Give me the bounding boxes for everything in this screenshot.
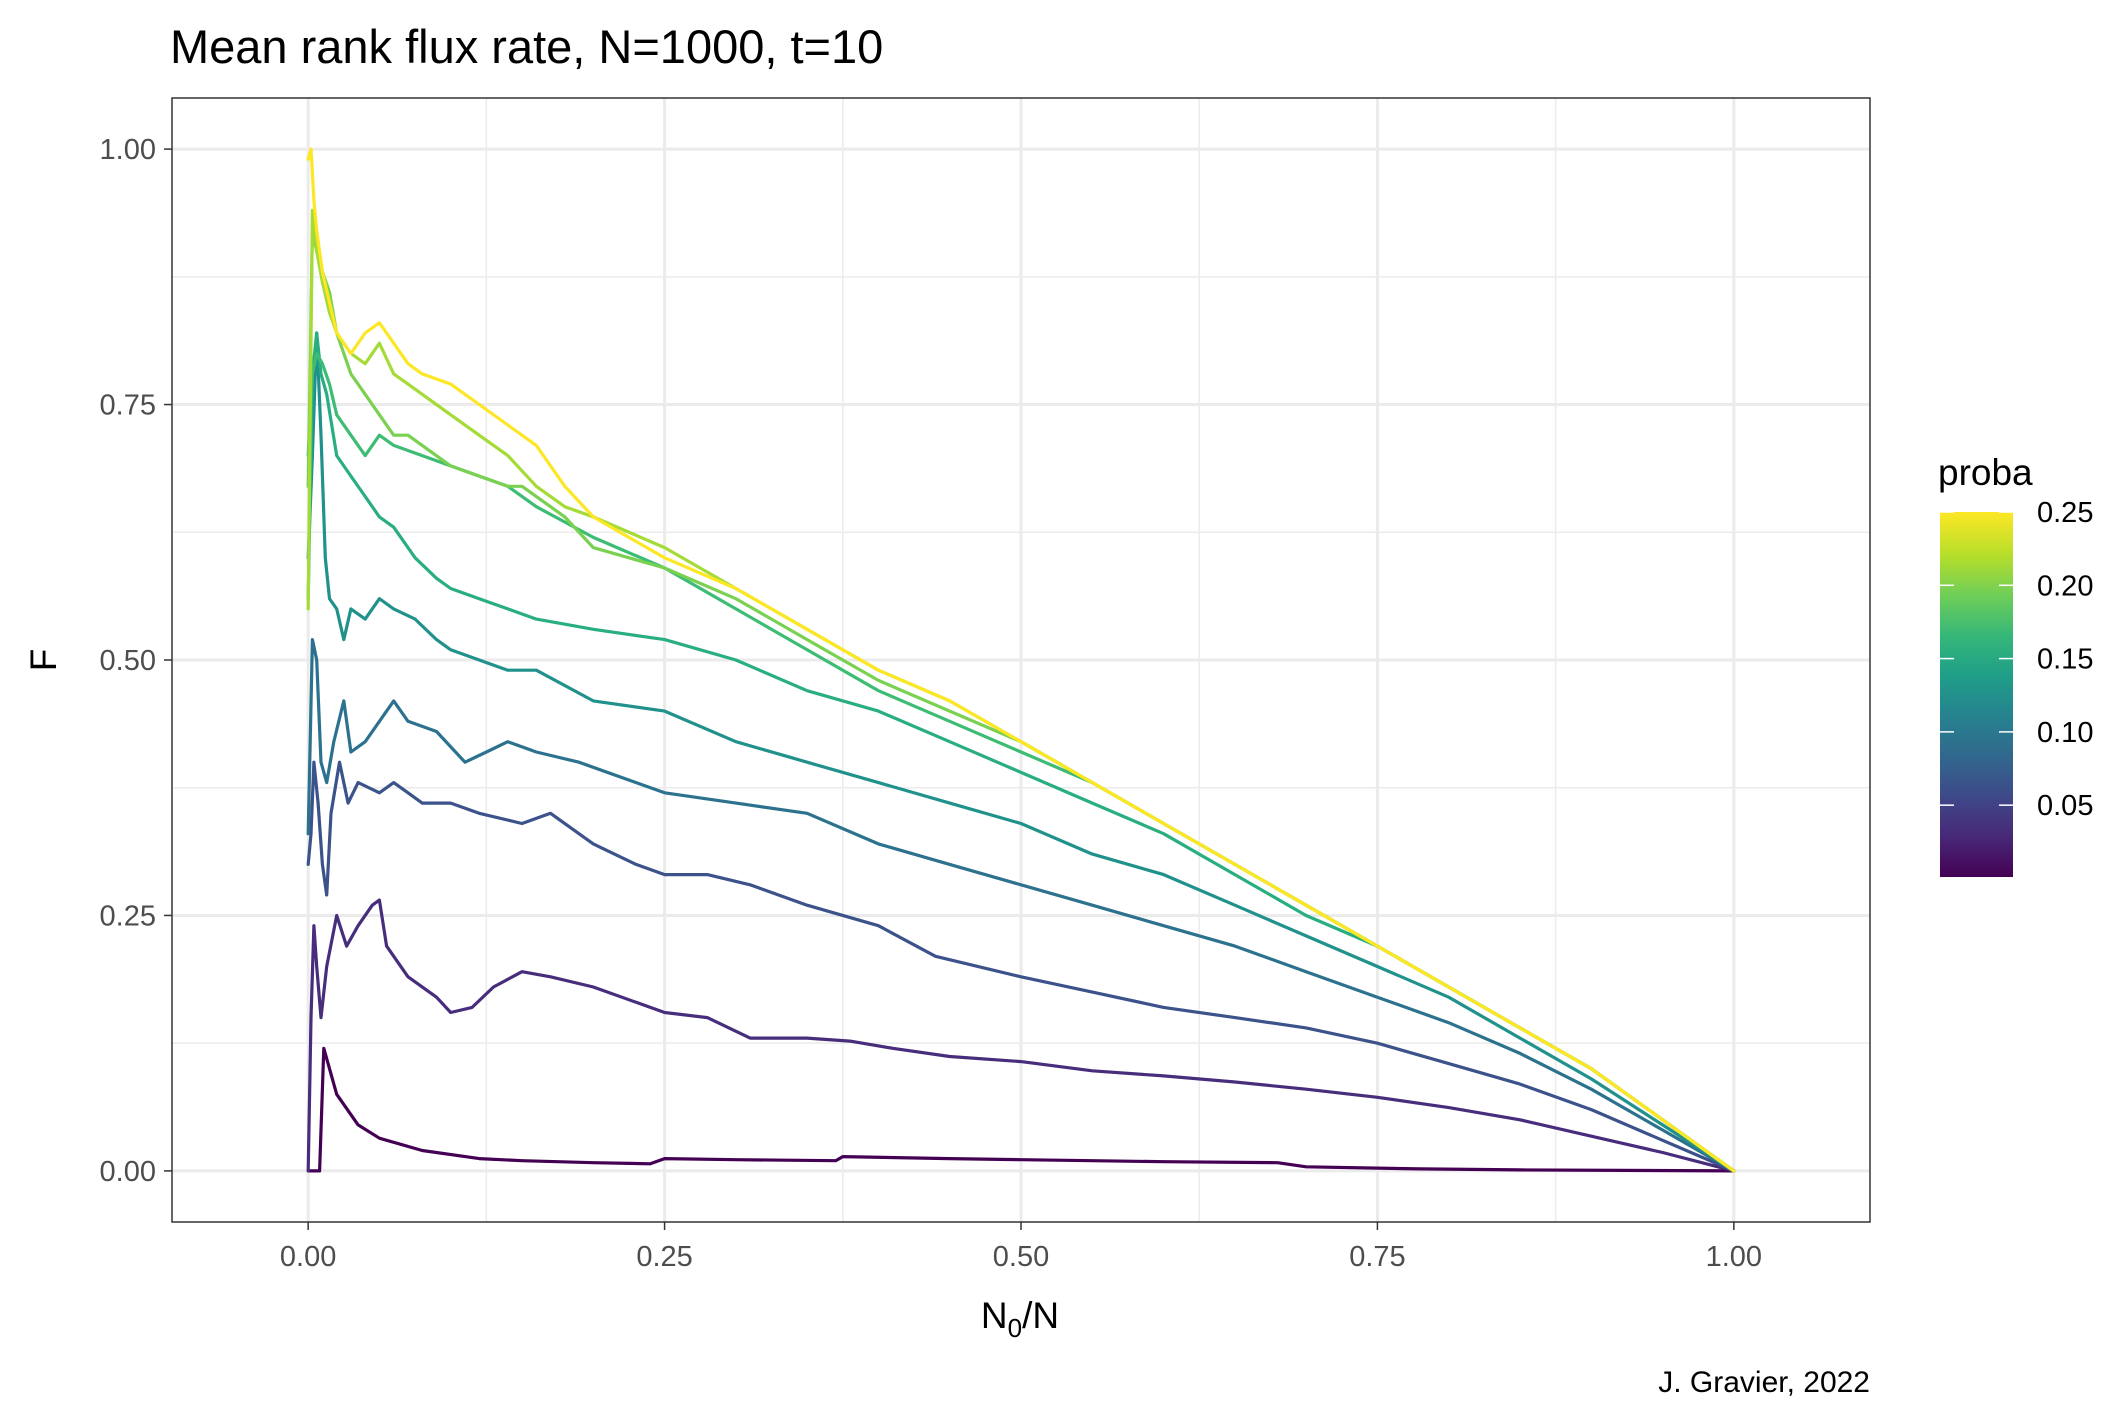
x-axis: 0.00 0.25 0.50 0.75 1.00 [280,1222,1762,1273]
y-tick-label: 0.25 [100,900,156,932]
x-tick-label: 0.25 [636,1241,692,1273]
y-tick-label: 1.00 [100,134,156,166]
legend-tick-label: 0.25 [2037,497,2093,529]
grid-major [172,98,1870,1222]
legend-colorbar [1940,512,2013,877]
y-tick-label: 0.00 [100,1156,156,1188]
series-line-4 [306,638,1736,1173]
legend-title: proba [1938,452,2033,493]
legend-tick-label: 0.05 [2037,790,2093,822]
series-group [306,147,1736,1173]
legend-tick-label: 0.10 [2037,717,2093,749]
series-line-1 [306,1046,1736,1173]
x-tick-label: 0.50 [993,1241,1049,1273]
legend-tick-label: 0.20 [2037,570,2093,602]
y-tick-label: 0.50 [100,645,156,677]
series-line-6 [306,331,1736,1173]
series-line-3 [306,760,1736,1173]
series-line-2 [306,898,1736,1173]
x-axis-title-main: N [981,1295,1008,1336]
caption: J. Gravier, 2022 [1658,1366,1870,1399]
x-axis-title-subscript: 0 [1008,1313,1022,1343]
legend-tick-label: 0.15 [2037,644,2093,676]
legend-ticks: 0.05 0.10 0.15 0.20 0.25 [1940,497,2093,822]
x-tick-label: 0.75 [1349,1241,1405,1273]
x-tick-label: 0.00 [280,1241,336,1273]
x-tick-label: 1.00 [1706,1241,1762,1273]
chart-title: Mean rank flux rate, N=1000, t=10 [170,20,883,73]
y-tick-label: 0.75 [100,390,156,422]
x-axis-title-rest: /N [1022,1295,1059,1336]
series-line-10 [306,147,1736,1173]
y-axis-title: F [23,649,64,672]
series-line-5 [306,331,1736,1173]
y-axis: 0.00 0.25 0.50 0.75 1.00 [100,134,172,1188]
x-axis-title: N0/N [981,1295,1059,1343]
